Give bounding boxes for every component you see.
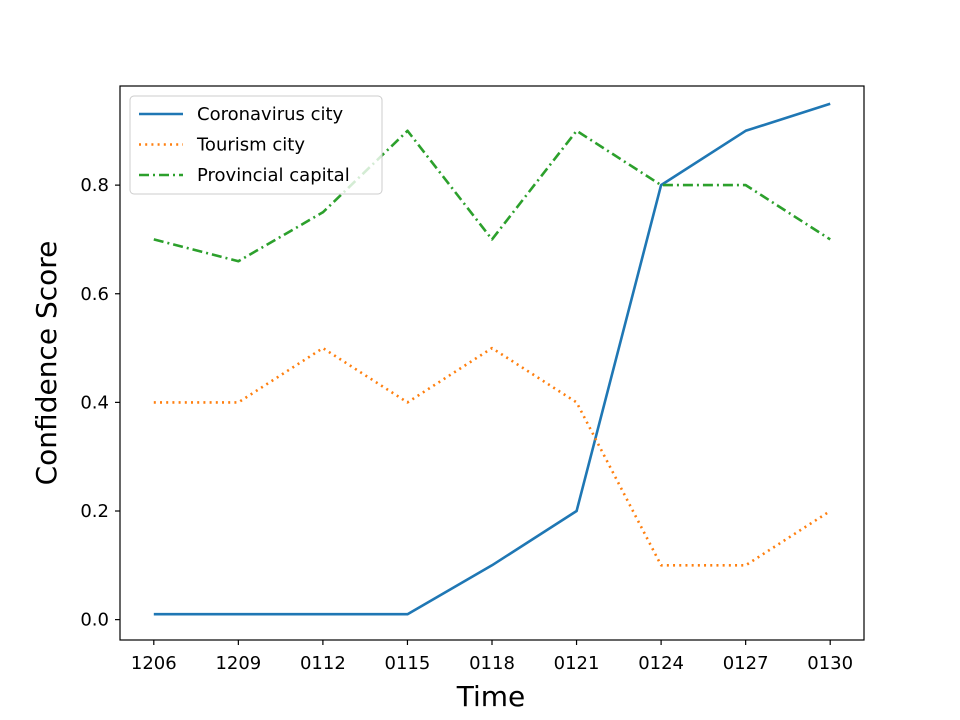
x-tick-label: 0130 [807,653,853,674]
y-tick-label: 0.6 [80,284,109,305]
legend-label-2: Provincial capital [197,165,350,186]
x-tick-label: 0127 [723,653,769,674]
x-tick-label: 0124 [638,653,684,674]
series-line-0 [153,102,831,616]
y-tick-label: 0.4 [80,392,109,413]
x-tick-label: 0121 [554,653,600,674]
y-tick-label: 0.0 [80,610,109,631]
y-axis-label: Confidence Score [30,241,63,486]
legend-label-0: Coronavirus city [197,104,344,125]
x-tick-label: 0118 [469,653,515,674]
x-tick-label: 0112 [300,653,346,674]
x-axis-label: Time [456,680,526,713]
y-tick-label: 0.8 [80,175,109,196]
legend-box [129,95,383,195]
x-tick-label: 1209 [215,653,261,674]
x-axis-ticks: 1206 1209 0112 0115 0118 0121 0124 0127 0130 [131,640,853,674]
series-layer [153,102,831,616]
legend: Coronavirus city Tourism city Provincial c… [129,95,383,195]
x-tick-label: 1206 [131,653,177,674]
series-line-1 [153,346,831,567]
series-line-2 [153,129,831,263]
y-tick-label: 0.2 [80,501,109,522]
legend-label-1: Tourism city [196,135,305,156]
y-axis-ticks: 0.0 0.2 0.4 0.6 0.8 [80,175,120,631]
x-tick-label: 0115 [385,653,431,674]
